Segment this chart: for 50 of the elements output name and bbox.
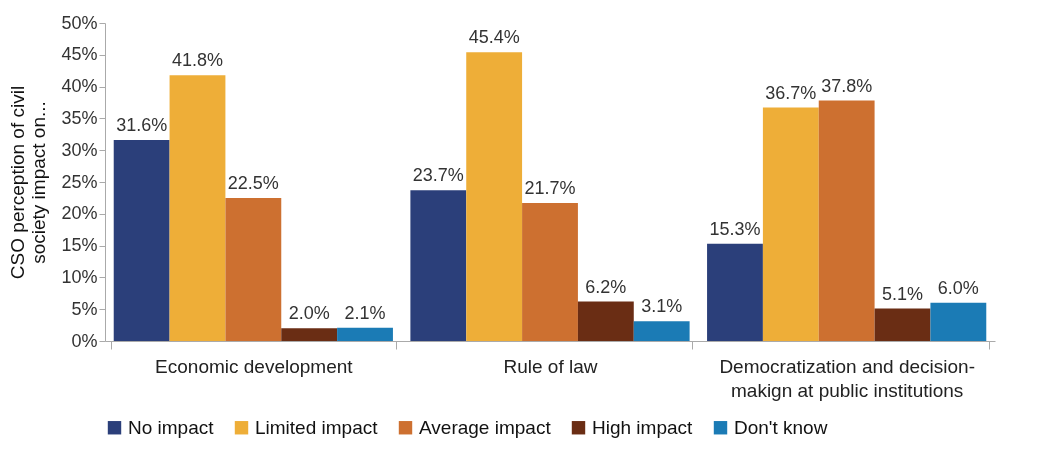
y-tick-label: 45% — [61, 44, 98, 65]
data-label: 23.7% — [412, 165, 464, 186]
data-label: 5.1% — [881, 283, 924, 304]
data-label: 2.0% — [288, 303, 330, 324]
bar — [410, 190, 467, 341]
bar — [337, 327, 393, 341]
data-label: 36.7% — [765, 82, 817, 103]
legend-label: Don't know — [734, 416, 828, 438]
y-tick-label: 10% — [61, 266, 98, 287]
bar — [818, 100, 875, 341]
y-axis-title: CSO perception of civil society impact on... — [7, 85, 50, 280]
data-label: 41.8% — [171, 50, 224, 71]
bar — [169, 75, 226, 341]
bar — [874, 308, 931, 341]
bar — [466, 52, 523, 341]
legend-label: No impact — [128, 416, 215, 438]
data-label: 2.1% — [344, 302, 386, 323]
x-tick-label: Economic development — [155, 355, 354, 377]
y-tick-label: 25% — [61, 171, 98, 192]
legend-label: Limited impact — [255, 416, 379, 438]
legend-label: High impact — [592, 416, 694, 438]
data-label: 37.8% — [821, 75, 873, 96]
bar — [522, 202, 578, 341]
data-label: 31.6% — [116, 115, 168, 136]
bar — [633, 321, 690, 341]
y-tick-label: 35% — [61, 107, 98, 128]
bar — [225, 197, 282, 341]
data-label: 21.7% — [524, 177, 576, 198]
bar — [762, 107, 819, 341]
y-tick-label: 30% — [61, 139, 98, 160]
data-label: 45.4% — [468, 27, 520, 48]
bar — [930, 302, 987, 341]
bar — [281, 328, 338, 341]
data-label: 3.1% — [641, 296, 683, 317]
legend-label: Average impact — [419, 416, 552, 438]
data-label: 22.5% — [227, 172, 279, 193]
bar — [707, 243, 763, 341]
data-label: 6.2% — [585, 276, 627, 297]
y-tick-label: 15% — [61, 235, 98, 256]
x-tick-label: Rule of law — [503, 355, 598, 377]
data-label: 15.3% — [709, 218, 761, 239]
y-tick-label: 50% — [61, 12, 98, 33]
bar — [577, 301, 634, 341]
y-tick-label: 5% — [71, 298, 98, 319]
x-tick-label: Democratization and decision-makign at public institutions — [719, 355, 975, 401]
y-tick-label: 40% — [61, 76, 98, 97]
data-label: 6.0% — [937, 277, 979, 298]
y-tick-label: 20% — [61, 203, 98, 224]
y-tick-label: 0% — [71, 330, 98, 351]
bar — [113, 140, 170, 341]
